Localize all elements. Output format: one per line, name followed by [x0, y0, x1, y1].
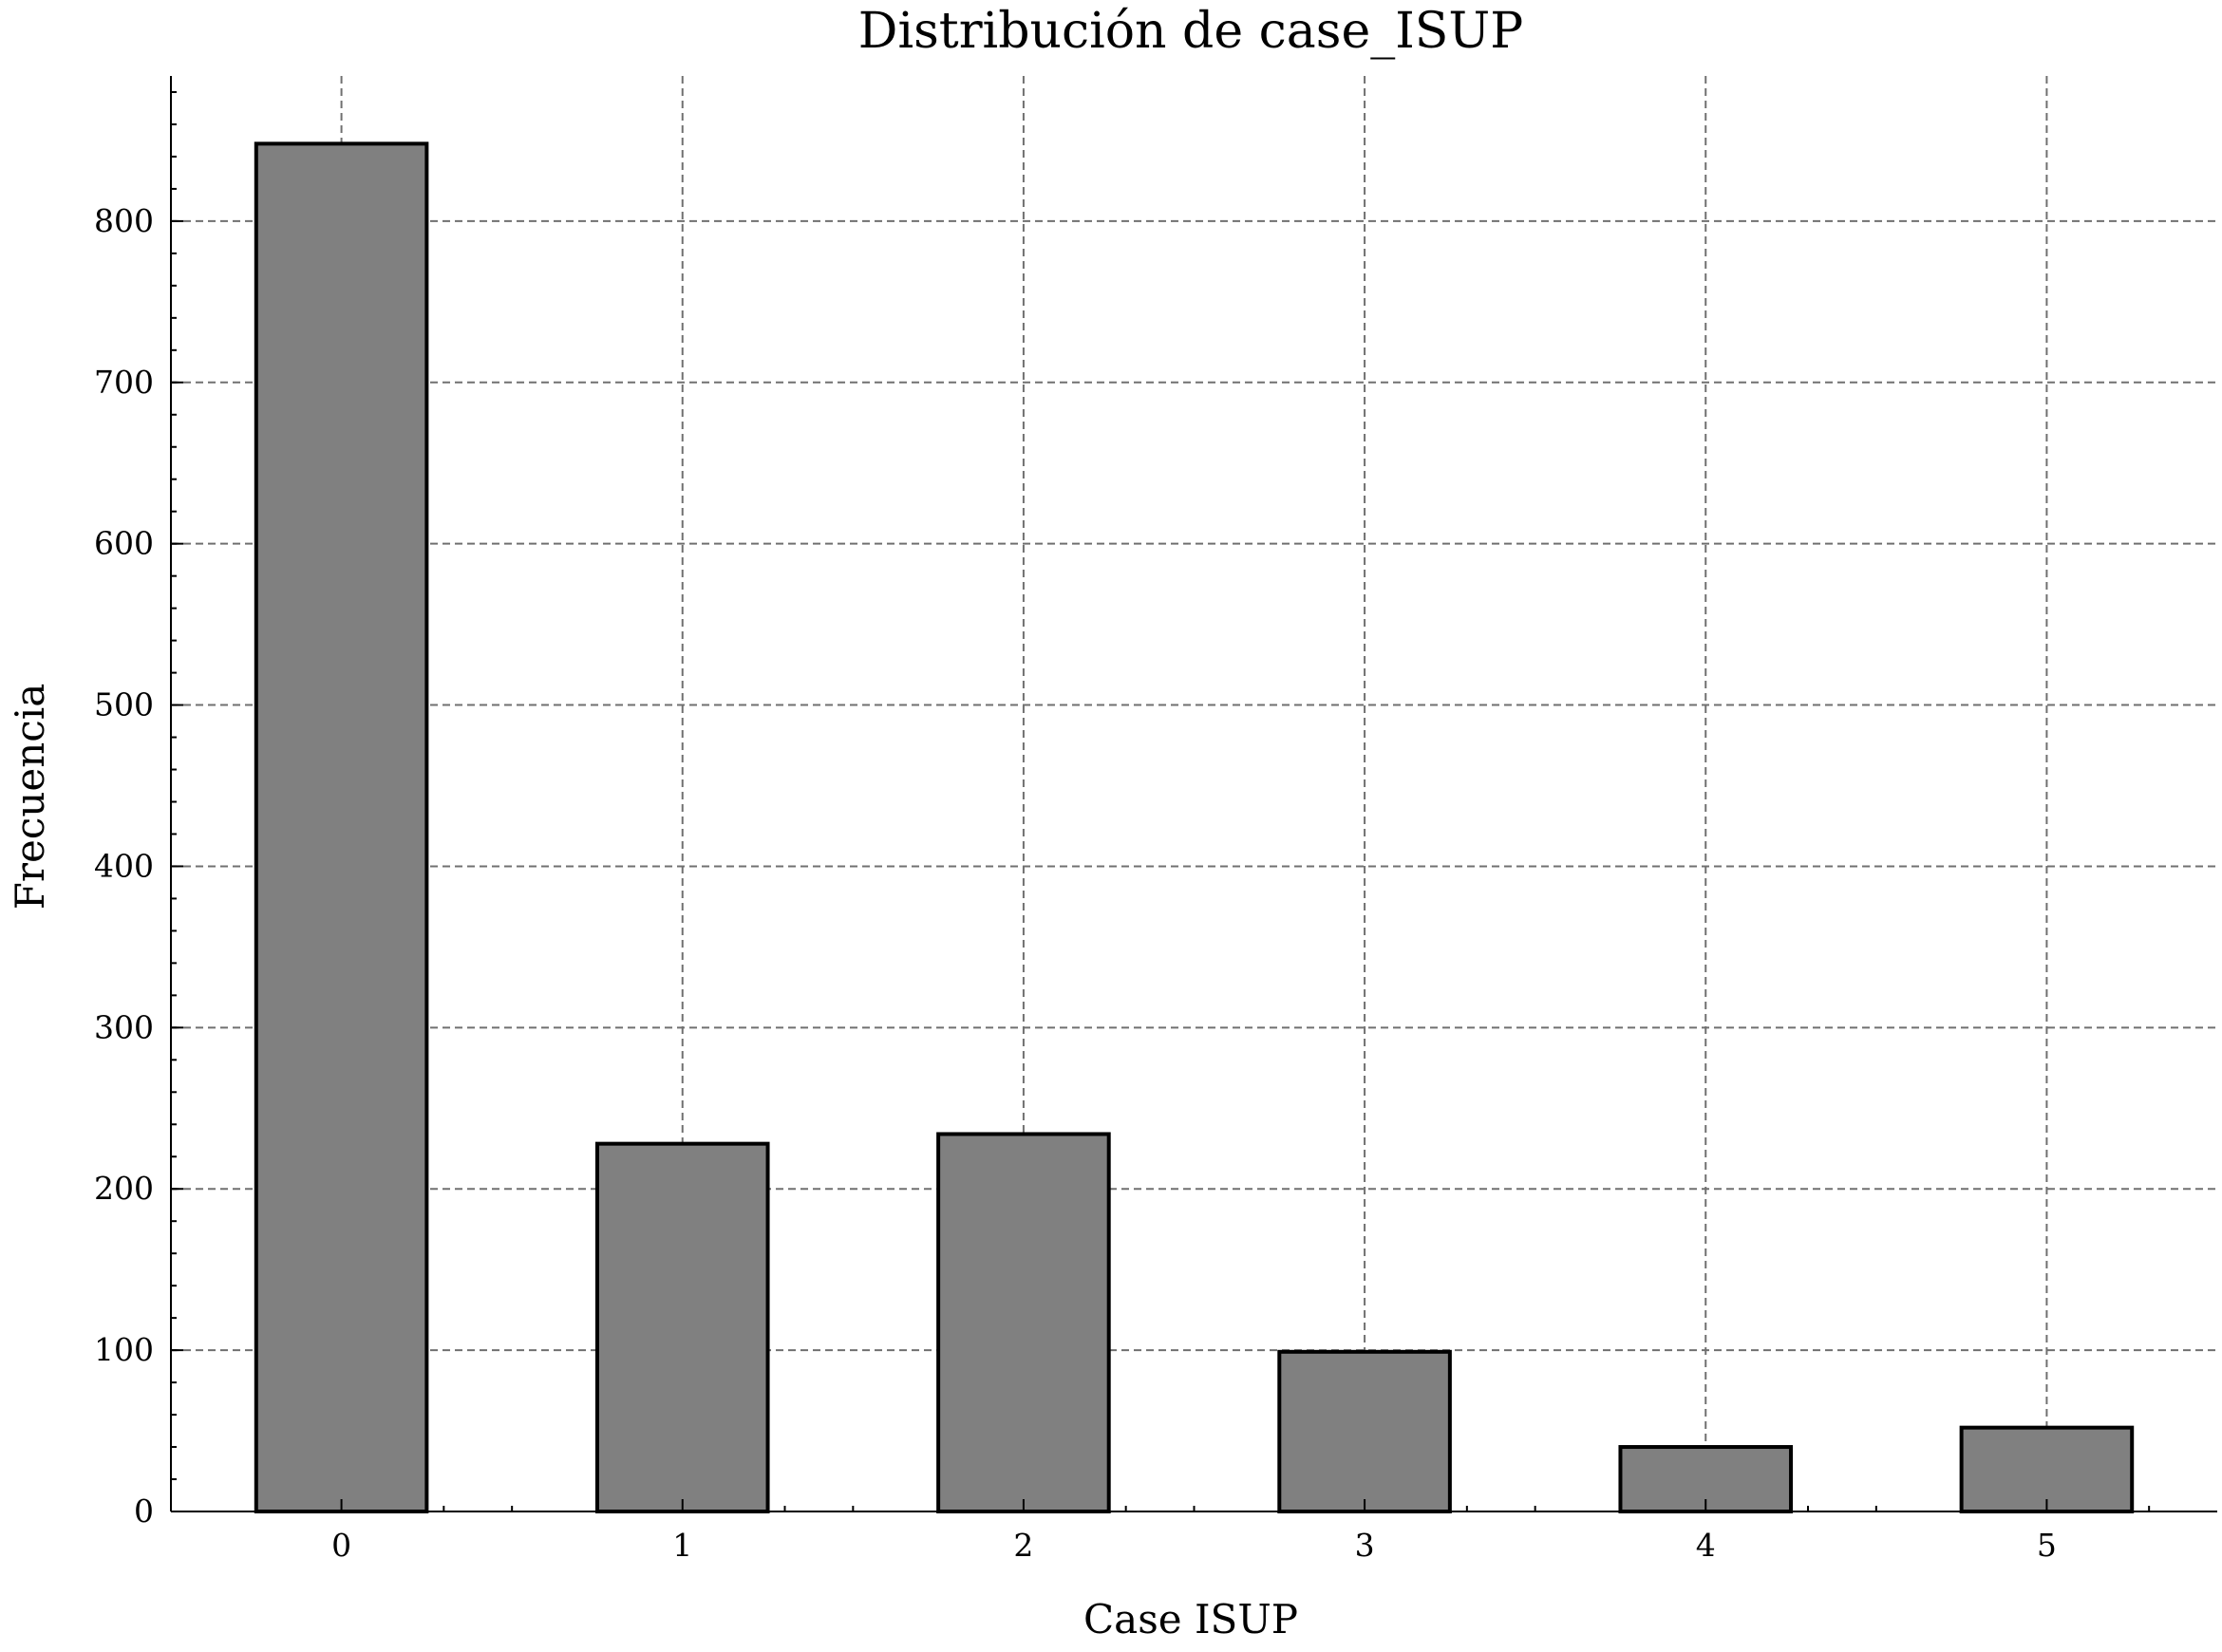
bar-1 — [594, 1141, 770, 1513]
y-tick-label: 0 — [134, 1492, 154, 1530]
y-tick-label: 700 — [94, 364, 154, 401]
x-tick-label: 4 — [1696, 1527, 1716, 1564]
y-tick-label: 600 — [94, 525, 154, 562]
x-tick-label: 1 — [672, 1527, 692, 1564]
x-axis-label: Case ISUP — [1083, 1596, 1298, 1643]
y-tick-label: 200 — [94, 1170, 154, 1207]
x-tick-label: 0 — [331, 1527, 351, 1564]
y-tick-label: 800 — [94, 202, 154, 239]
y-tick-label: 300 — [94, 1008, 154, 1045]
bar-2 — [936, 1132, 1111, 1513]
ticks: 0 100 200 300 400 500 600 700 800 0 1 2 3 4 5 — [94, 90, 2151, 1564]
bar-5 — [1959, 1425, 2135, 1514]
x-tick-label: 5 — [2037, 1527, 2057, 1564]
y-tick-label: 400 — [94, 847, 154, 884]
grid-lines — [171, 76, 2217, 1511]
axes — [170, 76, 2217, 1512]
bars — [254, 141, 2135, 1514]
y-tick-label: 100 — [94, 1331, 154, 1368]
y-tick-label: 500 — [94, 686, 154, 723]
chart-title: Distribución de case_ISUP — [858, 3, 1523, 60]
y-axis-label: Frecuencia — [7, 684, 53, 910]
x-tick-label: 3 — [1355, 1527, 1375, 1564]
bar-3 — [1277, 1349, 1452, 1514]
x-tick-label: 2 — [1013, 1527, 1033, 1564]
bar-0 — [254, 141, 429, 1514]
